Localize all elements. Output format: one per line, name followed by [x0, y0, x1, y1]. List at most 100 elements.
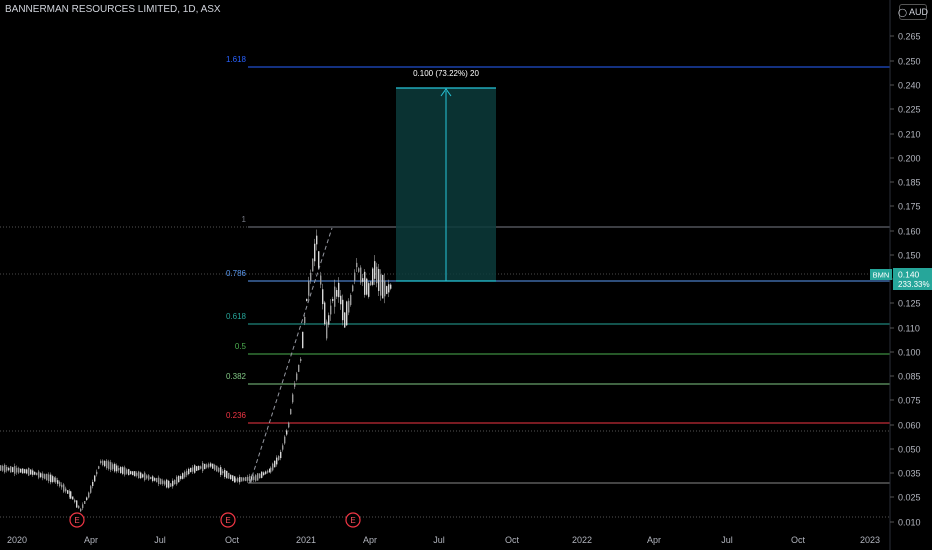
earnings-marker[interactable]: E [220, 512, 236, 528]
candle-body [235, 478, 237, 482]
candle-body [12, 467, 14, 473]
candle-body [280, 451, 282, 459]
candle-body [190, 467, 192, 473]
candle-body [251, 476, 253, 481]
candle-body [257, 473, 259, 481]
time-tick-label: 2021 [296, 535, 316, 545]
candle-body [140, 472, 142, 479]
candle-body [218, 467, 220, 472]
candle-body [59, 481, 61, 487]
candle-body [6, 466, 8, 471]
candle-body [338, 282, 340, 298]
time-tick-label: Apr [84, 535, 98, 545]
earnings-marker[interactable]: E [69, 512, 85, 528]
candle-body [182, 473, 184, 479]
earnings-marker[interactable]: E [345, 512, 361, 528]
candle-body [198, 465, 200, 471]
candle-body [98, 466, 100, 469]
price-tick-label: 0.060 [898, 421, 921, 431]
time-tick-label: Jul [721, 535, 733, 545]
candle-body [0, 465, 2, 471]
candle-body [196, 466, 198, 471]
candle-body [116, 465, 118, 472]
candle-body [306, 298, 308, 302]
trend-line[interactable] [249, 227, 333, 484]
earnings-icon [69, 512, 85, 528]
candle-body [324, 302, 326, 325]
candle-body [142, 474, 144, 478]
price-tick-label: 0.265 [898, 32, 921, 42]
earnings-marker-label: E [74, 516, 79, 525]
price-tick-label: 0.075 [898, 396, 921, 406]
price-tick-label: 0.100 [898, 348, 921, 358]
candle-body [384, 280, 386, 297]
time-tick-label: 2020 [7, 535, 27, 545]
candle-body [178, 475, 180, 483]
candle-body [249, 476, 251, 482]
candle-body [96, 471, 98, 475]
candle-body [72, 496, 74, 500]
candle-body [61, 484, 63, 488]
candle-body [94, 475, 96, 482]
candle-body [326, 321, 328, 339]
candle-body [92, 481, 94, 487]
candle-body [362, 278, 364, 282]
candle-body [16, 467, 18, 473]
candle-body [170, 483, 172, 487]
candle-body [304, 316, 306, 324]
candle-body [302, 331, 304, 349]
candle-body [48, 474, 50, 482]
candle-body [374, 261, 376, 279]
price-tick-label: 0.125 [898, 299, 921, 309]
candle-body [160, 478, 162, 485]
candle-body [122, 467, 124, 474]
candle-body [358, 268, 360, 272]
candle-body [44, 474, 46, 479]
candle-body [2, 465, 4, 471]
candle-body [55, 477, 57, 483]
currency-button[interactable]: ◯ AUD [898, 4, 928, 20]
candle-body [224, 469, 226, 477]
time-tick-label: Apr [647, 535, 661, 545]
earnings-marker-label: E [225, 516, 230, 525]
time-tick-label: Oct [505, 535, 520, 545]
candle-body [8, 467, 10, 471]
candle-body [10, 466, 12, 473]
position-label: 0.100 (73.22%) 20 [413, 69, 479, 78]
candle-body [34, 471, 36, 475]
candle-body [110, 462, 112, 470]
price-tick-label: 0.150 [898, 251, 921, 261]
time-tick-label: Jul [154, 535, 166, 545]
candle-body [282, 445, 284, 450]
candle-body [20, 468, 22, 473]
candle-body [210, 463, 212, 467]
candle-body [241, 477, 243, 482]
last-price-change: 233.33% [898, 280, 930, 289]
candle-body [386, 286, 388, 294]
candle-body [298, 364, 300, 372]
candle-body [276, 457, 278, 465]
time-axis[interactable]: 2020 Apr Jul Oct 2021 Apr Jul Oct 2022 Apr Jul Oct 2… [7, 535, 880, 545]
symbol-title[interactable]: BANNERMAN RESOURCES LIMITED, 1D, ASX [5, 4, 221, 15]
candle-body [154, 478, 156, 481]
candle-body [316, 235, 318, 245]
price-tick-label: 0.250 [898, 57, 921, 67]
candle-body [26, 469, 28, 474]
last-price-badge [893, 268, 932, 290]
candle-body [342, 299, 344, 321]
candle-body [239, 477, 241, 483]
candle-body [4, 464, 6, 473]
candle-body [206, 464, 208, 468]
price-axis[interactable]: 0.265 0.250 0.240 0.225 0.210 0.200 0.185 0.175… [890, 32, 921, 528]
time-tick-label: Jul [433, 535, 445, 545]
candle-body [354, 272, 356, 281]
price-tick-label: 0.185 [898, 178, 921, 188]
long-position-tool[interactable]: 0.100 (73.22%) 20 [396, 69, 496, 282]
candle-body [269, 468, 271, 473]
candle-body [74, 499, 76, 503]
candle-body [194, 465, 196, 473]
candle-body [320, 275, 322, 285]
